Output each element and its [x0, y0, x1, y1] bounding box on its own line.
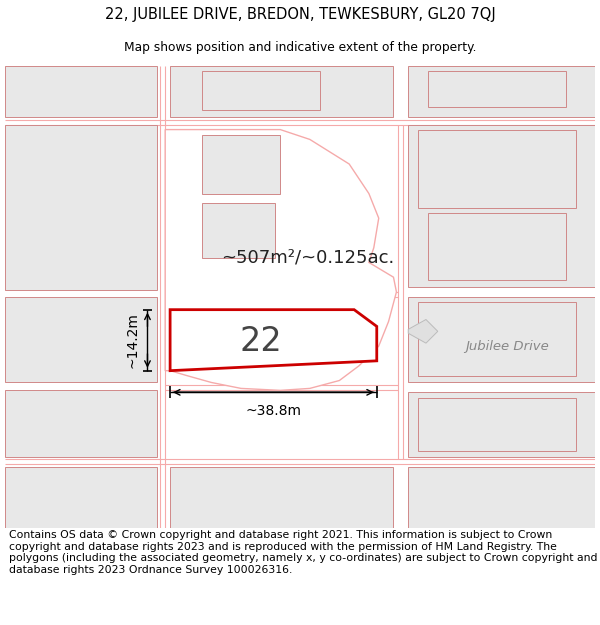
Polygon shape	[408, 392, 595, 458]
Polygon shape	[5, 297, 157, 382]
Polygon shape	[408, 66, 595, 117]
Polygon shape	[5, 467, 157, 528]
Polygon shape	[170, 467, 394, 528]
Polygon shape	[165, 129, 397, 391]
Polygon shape	[408, 467, 595, 528]
Polygon shape	[202, 134, 280, 194]
Text: Map shows position and indicative extent of the property.: Map shows position and indicative extent…	[124, 41, 476, 54]
Text: ~507m²/~0.125ac.: ~507m²/~0.125ac.	[221, 249, 395, 266]
Polygon shape	[408, 124, 595, 287]
Polygon shape	[428, 71, 566, 107]
Polygon shape	[5, 391, 157, 458]
Text: ~14.2m: ~14.2m	[125, 312, 140, 368]
Text: Jubilee Drive: Jubilee Drive	[465, 339, 548, 352]
Text: 22: 22	[239, 324, 282, 357]
Polygon shape	[418, 398, 575, 451]
Polygon shape	[170, 66, 394, 117]
Polygon shape	[5, 66, 157, 117]
Polygon shape	[202, 71, 320, 110]
Text: ~38.8m: ~38.8m	[245, 404, 301, 418]
Polygon shape	[202, 203, 275, 258]
Polygon shape	[428, 213, 566, 280]
Polygon shape	[5, 124, 157, 290]
Polygon shape	[408, 319, 438, 343]
Text: 22, JUBILEE DRIVE, BREDON, TEWKESBURY, GL20 7QJ: 22, JUBILEE DRIVE, BREDON, TEWKESBURY, G…	[104, 7, 496, 22]
Polygon shape	[418, 129, 575, 208]
Polygon shape	[408, 297, 595, 382]
Polygon shape	[418, 302, 575, 376]
Text: Contains OS data © Crown copyright and database right 2021. This information is : Contains OS data © Crown copyright and d…	[9, 530, 598, 575]
Polygon shape	[170, 309, 377, 371]
